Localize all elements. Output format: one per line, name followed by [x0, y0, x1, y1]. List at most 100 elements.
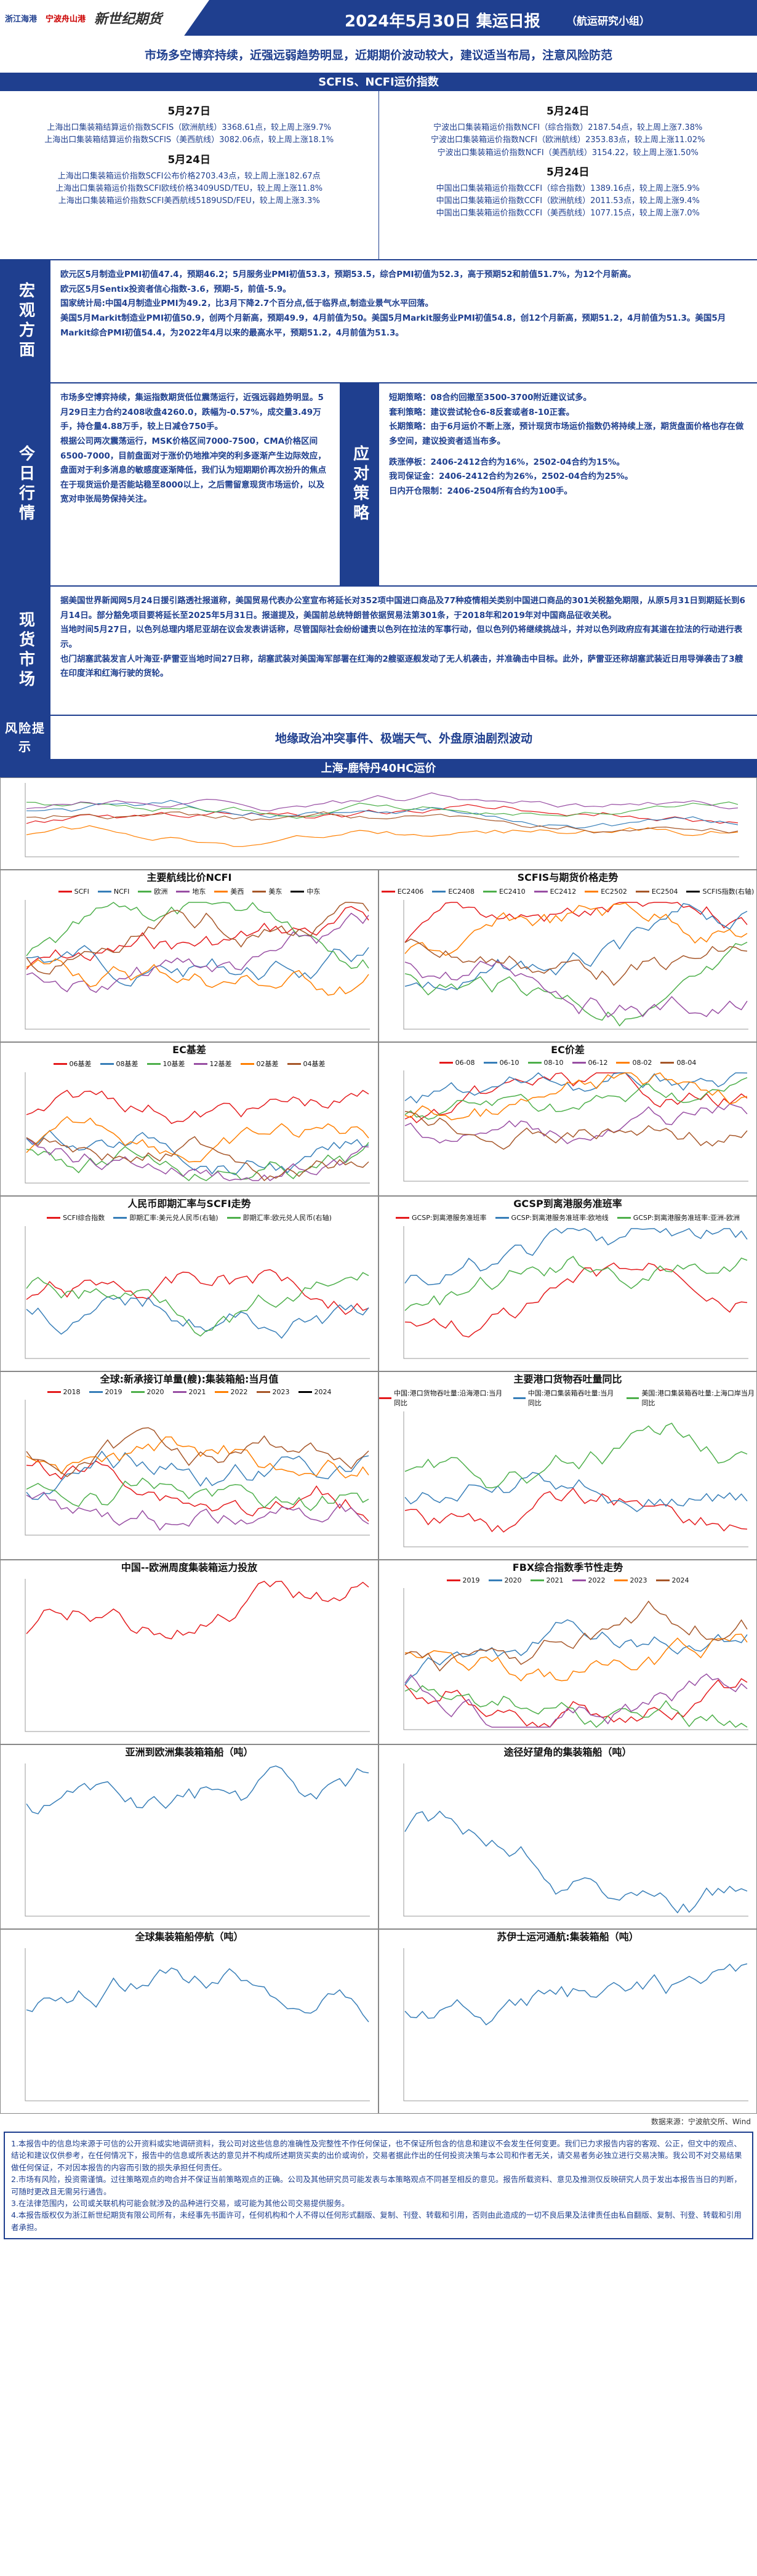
legend-label: 中国:港口集装箱吞吐量:当月同比 — [527, 1389, 614, 1407]
legend-swatch — [446, 1579, 460, 1581]
legend-item: SCFIS指数(右轴) — [686, 886, 754, 896]
chart-series-line — [26, 1089, 369, 1125]
chart-panel-title: 亚洲到欧洲集装箱箱船（吨） — [125, 1746, 254, 1758]
legend-swatch — [572, 1062, 586, 1064]
chart-axis — [403, 1763, 748, 1917]
scfis-left-date2: 5月24日 — [167, 153, 211, 166]
legend-label: EC2502 — [601, 887, 627, 896]
legend-item: 02基差 — [240, 1059, 279, 1069]
chart-panel-title: 途径好望角的集装箱船（吨） — [503, 1746, 632, 1758]
strategy-line: 短期策略：08合约回撤至3500-3700附近建议试多。 — [389, 393, 592, 403]
legend-label: 中东 — [306, 888, 321, 896]
chart-panel-title: 全球:新承接订单量(艘):集装箱船:当月值 — [100, 1373, 279, 1385]
legend-item: 2019 — [446, 1576, 480, 1584]
scfis-section: 5月27日 上海出口集装箱结算运价指数SCFIS（欧洲航线）3368.61点，较… — [0, 91, 757, 260]
legend-label: 美西 — [230, 888, 244, 896]
legend-item: 2022 — [214, 1388, 248, 1396]
chart-series-line — [26, 905, 369, 970]
legend-swatch — [488, 1579, 502, 1581]
chart-series-line — [26, 811, 739, 833]
strategy-line — [389, 449, 747, 455]
risk-label: 风险提示 — [0, 716, 50, 759]
scfis-line: 中国出口集装箱运价指数CCFI（美西航线）1077.15点，较上周上涨7.0% — [436, 209, 700, 219]
legend-item: EC2408 — [432, 886, 475, 896]
legend-swatch — [396, 1216, 410, 1219]
legend-label: 06-10 — [499, 1059, 519, 1067]
scfis-left: 5月27日 上海出口集装箱结算运价指数SCFIS（欧洲航线）3368.61点，较… — [0, 91, 378, 259]
data-source: 数据来源：宁波航交所、Wind — [651, 2117, 751, 2126]
legend-label: 美国:港口集装箱吞吐量:上海口岸当月同比 — [641, 1389, 755, 1407]
chart-panel-p2: SCFIS与期货价格走势 EC2406 EC2408 EC2410 EC2412 EC25… — [378, 870, 757, 1042]
legend-label: 06基差 — [69, 1060, 92, 1068]
strategy-line: 长期策略：由于6月运价不断上涨，预计现货市场运价指数仍将持续上涨，期货盘面价格也… — [389, 422, 744, 446]
legend-label: 08-04 — [676, 1059, 697, 1067]
chart-series-line — [26, 1581, 369, 1640]
chart-svg — [25, 1400, 370, 1536]
logo-zhejiang-port: 浙江海港 — [5, 14, 38, 24]
chart-panel-title: 中国--欧洲周度集装箱运力投放 — [121, 1562, 258, 1573]
legend-label: 2020 — [504, 1576, 522, 1584]
chart-series-line — [404, 1110, 748, 1150]
legend-label: SCFIS指数(右轴) — [702, 888, 755, 896]
chart-svg — [403, 1763, 748, 1917]
chart-panel-title: FBX综合指数季节性走势 — [512, 1562, 623, 1573]
chart-series-line — [404, 1103, 748, 1144]
legend-item: GCSP:到离港服务准班率:亚洲-欧洲 — [617, 1213, 740, 1222]
macro-section: 宏观方面 欧元区5月制造业PMI初值47.4，预期46.2；5月服务业PMI初值… — [0, 260, 757, 383]
legend-label: EC2408 — [448, 887, 475, 896]
chart-legend: GCSP:到离港服务准班率 GCSP:到离港服务准班率:欧地线 GCSP:到离港服务… — [379, 1211, 756, 1222]
report-subtitle: （航运研究小组） — [566, 15, 650, 28]
scfis-right-date2: 5月24日 — [547, 166, 590, 179]
legend-item: 06-12 — [572, 1059, 607, 1067]
scfis-line: 中国出口集装箱运价指数CCFI（综合指数）1389.16点，较上周上涨5.9% — [436, 184, 700, 194]
legend-swatch — [513, 1397, 526, 1399]
legend-swatch — [172, 1391, 186, 1393]
scfis-section-title: SCFIS、NCFI运价指数 — [0, 74, 757, 91]
legend-label: 10基差 — [162, 1060, 185, 1068]
legend-item: 2019 — [89, 1388, 122, 1396]
legend-label: SCFI — [74, 887, 89, 896]
chart-panel-p12: 途径好望角的集装箱船（吨） — [378, 1744, 757, 1929]
legend-item: 2021 — [530, 1576, 564, 1584]
legend-item: 即期汇率:美元兑人民币(右轴) — [113, 1213, 218, 1222]
chart-svg — [25, 1072, 370, 1184]
legend-item: 2022 — [572, 1576, 606, 1584]
logo-new-century: 新世纪期货 — [94, 11, 162, 27]
legend-swatch — [627, 1397, 639, 1399]
chart-panel-p9: 中国--欧洲周度集装箱运力投放 — [0, 1560, 378, 1744]
spot-paragraph: 当地时间5月27日，以色列总理内塔尼亚胡在议会发表讲话称，尽管国际社会纷纷谴责以… — [60, 625, 743, 649]
chart-panel-p10: FBX综合指数季节性走势 2019 2020 2021 2022 2023 2024 — [378, 1560, 757, 1744]
legend-item: 美东 — [252, 886, 282, 896]
logo-ningbo-port: 宁波舟山港 — [46, 14, 86, 24]
chart-svg — [25, 1579, 370, 1732]
legend-swatch — [214, 890, 228, 893]
legend-label: 2024 — [671, 1576, 689, 1584]
legend-item: EC2406 — [381, 886, 423, 896]
chart-series-line — [26, 1130, 369, 1176]
legend-swatch — [290, 890, 305, 893]
chart-series-line — [26, 1296, 369, 1339]
legend-label: EC2504 — [651, 887, 678, 896]
legend-item: GCSP:到离港服务准班率:欧地线 — [495, 1213, 609, 1222]
chart-panel-title: GCSP到离港服务准班率 — [513, 1198, 622, 1210]
scfis-line: 宁波出口集装箱运价指数NCFI（欧洲航线）2353.83点，较上周上涨11.02… — [431, 135, 705, 145]
legend-swatch — [58, 890, 72, 893]
legend-swatch — [432, 890, 446, 893]
chart-series-line — [26, 1765, 369, 1815]
legend-swatch — [381, 890, 395, 893]
legend-label: 04基差 — [303, 1060, 326, 1068]
report-header: 浙江海港 宁波舟山港 新世纪期货 2024年5月30日 集运日报 （航运研究小组… — [0, 0, 757, 36]
chart-series-line — [26, 1450, 369, 1500]
legend-label: 2021 — [546, 1576, 564, 1584]
chart-series-line — [26, 825, 739, 847]
chart-svg — [25, 900, 370, 1030]
chart-series-line — [26, 1272, 369, 1337]
chart-axis — [403, 1948, 748, 2101]
legend-swatch — [635, 890, 649, 893]
disclaimer-line: 3.在法律范围内，公司或关联机构可能会就涉及的品种进行交易，或可能为其他公司交易… — [11, 2198, 350, 2208]
legend-item: 欧洲 — [138, 886, 167, 896]
legend-item: 08基差 — [100, 1059, 138, 1069]
legend-item: 08-04 — [660, 1059, 696, 1067]
legend-item: GCSP:到离港服务准班率 — [396, 1213, 487, 1222]
legend-swatch — [287, 1062, 301, 1065]
